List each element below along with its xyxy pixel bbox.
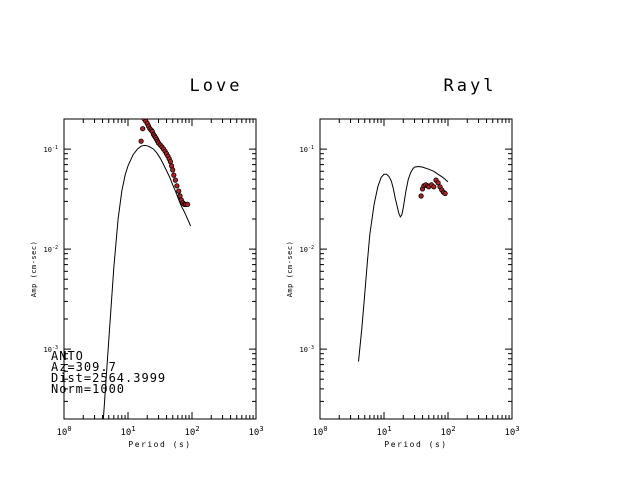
- love-panel: Love 100 101 102 103 10-1 10-2 10-3 Period (s)…: [30, 76, 264, 449]
- love-x-axis-label: Period (s): [128, 440, 191, 449]
- rayl-panel: Rayl 100 101 102 103 10-1 10-2 10-3 Period (s)…: [286, 76, 520, 449]
- rayl-x-tick-label: 102: [440, 425, 455, 438]
- love-x-tick-label: 103: [248, 425, 263, 438]
- rayl-observed-point: [442, 190, 448, 197]
- rayl-plot-frame: [319, 118, 513, 420]
- love-model-curve: [102, 144, 192, 419]
- rayl-model-curve: [358, 165, 449, 362]
- rayl-ticks: [319, 118, 513, 420]
- rayl-observed-point: [435, 180, 441, 186]
- love-observed-point: [184, 201, 191, 207]
- love-y-axis-label: Amp (cm-sec): [30, 241, 38, 298]
- love-observed-point: [174, 183, 180, 189]
- annotation-azimuth: Az=309.7: [51, 360, 117, 374]
- love-title: Love: [190, 76, 243, 96]
- rayl-y-axis-label: Amp (cm-sec): [286, 241, 294, 298]
- annotation-distance: Dist=2564.3999: [51, 371, 166, 385]
- love-observed-point: [170, 167, 176, 173]
- love-observed-point: [172, 177, 178, 183]
- love-observed-point: [167, 159, 173, 165]
- annotation-norm: Norm=1000: [51, 382, 125, 396]
- rayl-x-tick-label: 100: [312, 425, 327, 438]
- rayl-x-tick-label: 103: [504, 425, 519, 438]
- rayl-marks: [358, 165, 449, 362]
- love-y-tick-label: 10-2: [44, 245, 58, 254]
- rayl-y-tick-label: 10-3: [300, 345, 314, 354]
- love-x-tick-label: 100: [56, 425, 71, 438]
- love-y-tick-label: 10-1: [44, 145, 58, 154]
- rayl-observed-point: [431, 184, 437, 190]
- rayl-x-tick-label: 101: [376, 425, 391, 438]
- love-observed-point: [140, 126, 146, 132]
- rayl-x-axis-label: Period (s): [384, 440, 447, 449]
- love-x-tick-label: 101: [120, 425, 135, 438]
- love-tick-labels: 100 101 102 103 10-1 10-2 10-3: [44, 145, 264, 438]
- love-x-tick-label: 102: [184, 425, 199, 438]
- annotation-station: ANTO: [51, 349, 84, 363]
- love-marks: [102, 119, 192, 419]
- love-plot-frame: [63, 118, 257, 420]
- love-annotation: ANTO Az=309.7 Dist=2564.3999 Norm=1000: [51, 349, 166, 396]
- love-observed-point: [176, 188, 182, 194]
- love-y-tick-label: 10-3: [44, 345, 58, 354]
- rayl-title: Rayl: [444, 76, 497, 96]
- rayl-tick-labels: 100 101 102 103 10-1 10-2 10-3: [300, 145, 520, 438]
- rayl-y-tick-label: 10-2: [300, 245, 314, 254]
- rayl-y-tick-label: 10-1: [300, 145, 314, 154]
- love-observed-point: [138, 138, 144, 144]
- love-observed-point: [171, 172, 177, 178]
- rayl-observed-point: [418, 193, 424, 199]
